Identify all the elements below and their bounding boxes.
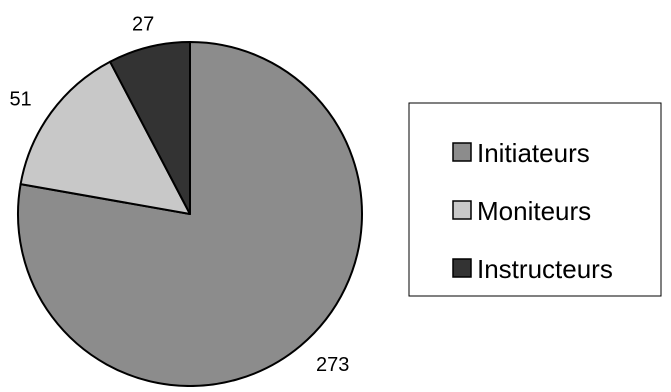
legend-label-moniteurs: Moniteurs <box>477 196 591 226</box>
legend-item-instructeurs: Instructeurs <box>452 254 613 284</box>
pie-slice-initiateurs <box>17 41 363 387</box>
pie-slice-moniteurs <box>19 60 191 215</box>
slices-layer <box>17 41 363 387</box>
pie-slice-instructeurs <box>109 41 191 215</box>
data-labels-layer: 273 51 27 <box>9 14 349 376</box>
legend: Initiateurs Moniteurs Instructeurs <box>408 102 662 297</box>
data-label-instructeurs: 27 <box>132 14 154 36</box>
data-label-initiateurs: 273 <box>316 354 349 376</box>
legend-label-instructeurs: Instructeurs <box>477 254 613 284</box>
legend-item-initiateurs: Initiateurs <box>452 138 590 168</box>
legend-item-moniteurs: Moniteurs <box>452 196 591 226</box>
legend-swatch-initiateurs <box>452 142 472 162</box>
legend-box <box>408 102 662 297</box>
legend-swatch-moniteurs <box>452 200 472 220</box>
legend-label-initiateurs: Initiateurs <box>477 138 590 168</box>
data-label-moniteurs: 51 <box>9 88 31 110</box>
legend-swatch-instructeurs <box>452 258 472 278</box>
